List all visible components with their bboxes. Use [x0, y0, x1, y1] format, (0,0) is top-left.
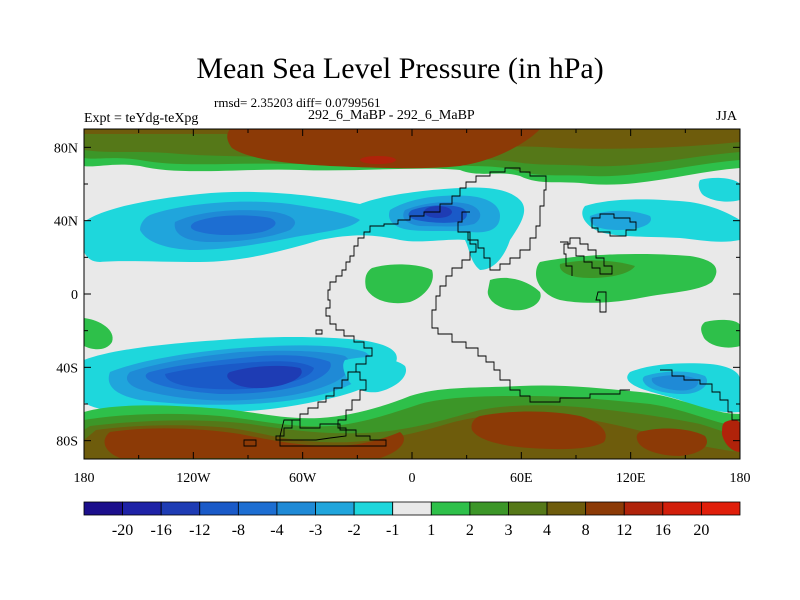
colorbar-swatch	[199, 501, 239, 516]
contour-trop-eastafrica	[487, 277, 541, 311]
contour-npac-neg-4	[190, 215, 276, 235]
colorbar-swatch	[315, 501, 355, 516]
colorbar-label: 16	[655, 522, 671, 539]
lon-label: 180	[74, 471, 95, 486]
coastline-maritime	[595, 291, 607, 313]
colorbar-swatch	[546, 501, 587, 516]
colorbar-swatch	[122, 501, 162, 516]
colorbar-label: 1	[427, 522, 435, 539]
season-label: JJA	[716, 109, 738, 124]
coastline-americas	[275, 167, 540, 441]
lat-label: 80N	[54, 141, 78, 156]
lat-label: 40S	[56, 361, 78, 376]
contour-nasia-neg-1	[582, 199, 740, 242]
coastline-antarctic-peninsula	[279, 419, 387, 447]
contour-trop-africa	[365, 264, 433, 304]
colorbar-label: -8	[232, 522, 245, 539]
longitude-labels: 180 120W 60W 0 60E 120E 180	[74, 471, 751, 486]
contour-south-core-8c	[636, 428, 708, 456]
colorbar-swatch	[83, 501, 123, 516]
lat-label: 80S	[56, 435, 78, 450]
colorbar-label: -16	[151, 522, 172, 539]
contour-north-core-12	[227, 129, 540, 169]
colorbar-swatch	[160, 501, 201, 516]
contour-south-core-8	[104, 428, 404, 458]
colorbar-swatch	[237, 501, 278, 516]
colorbar-label: -2	[347, 522, 360, 539]
colorbar	[83, 501, 741, 516]
contour-south-core-8b	[471, 411, 606, 450]
lat-label: 40N	[54, 215, 78, 230]
colorbar-label: -4	[270, 522, 283, 539]
latitude-labels: 80N 40N 0 40S 80S	[54, 141, 78, 449]
colorbar-label: -12	[189, 522, 210, 539]
lon-label: 120W	[176, 471, 211, 486]
contour-fields	[84, 129, 740, 459]
contour-pacific-east-neg-1	[698, 177, 740, 202]
coastline-australia	[660, 369, 740, 421]
lon-label: 60W	[289, 471, 317, 486]
contour-south-core-12	[722, 419, 740, 452]
coastline-japan	[591, 213, 637, 237]
contour-spac-neg-12	[227, 365, 302, 389]
coastline-asia-east	[560, 237, 613, 276]
coastline-africa	[431, 231, 630, 403]
coastline-pacific-island	[315, 329, 323, 335]
contour-north-core-16	[360, 156, 396, 164]
axis-ticks	[83, 129, 741, 459]
lon-label: 60E	[510, 471, 533, 486]
coastline-south-land	[243, 439, 257, 447]
colorbar-swatch	[276, 501, 316, 516]
experiment-label: Expt = teYdg-teXpg	[84, 111, 199, 126]
colorbar-swatch	[585, 501, 625, 516]
colorbar-label: 2	[466, 522, 474, 539]
colorbar-label: -1	[386, 522, 399, 539]
lon-label: 180	[730, 471, 751, 486]
colorbar-swatch	[662, 501, 702, 516]
rmsd-diff-stats: rmsd= 2.35203 diff= 0.0799561	[214, 95, 381, 110]
colorbar-label: -20	[112, 522, 133, 539]
lon-label: 120E	[616, 471, 646, 486]
colorbar-swatch	[353, 501, 394, 516]
contour-trop-indian-3	[559, 260, 635, 278]
comparison-label: 292_6_MaBP - 292_6_MaBP	[308, 108, 475, 123]
lon-label: 0	[409, 471, 416, 486]
colorbar-swatch	[508, 501, 548, 516]
colorbar-label: 4	[543, 522, 551, 539]
colorbar-swatch	[392, 501, 432, 516]
colorbar-swatch	[623, 501, 664, 516]
contour-aus-neg-3	[651, 375, 699, 391]
chart-title: Mean Sea Level Pressure (in hPa)	[196, 52, 604, 85]
contour-trop-eastpac	[701, 319, 740, 348]
colorbar-swatch	[701, 501, 741, 516]
lat-label: 0	[71, 288, 78, 303]
colorbar-labels: -20 -16 -12 -8 -4 -3 -2 -1 1 2 3 4 8 12 16 20	[112, 522, 709, 539]
colorbar-label: 3	[504, 522, 512, 539]
colorbar-label: 12	[616, 522, 632, 539]
coastline-south-america-west	[329, 371, 367, 439]
colorbar-label: -3	[309, 522, 322, 539]
colorbar-label: 20	[693, 522, 709, 539]
coastlines	[243, 167, 740, 447]
colorbar-swatch	[430, 501, 471, 516]
colorbar-label: 8	[582, 522, 590, 539]
contour-trop-westpac	[84, 318, 113, 350]
colorbar-swatch	[469, 501, 509, 516]
contour-satl-neg-1	[343, 357, 407, 393]
